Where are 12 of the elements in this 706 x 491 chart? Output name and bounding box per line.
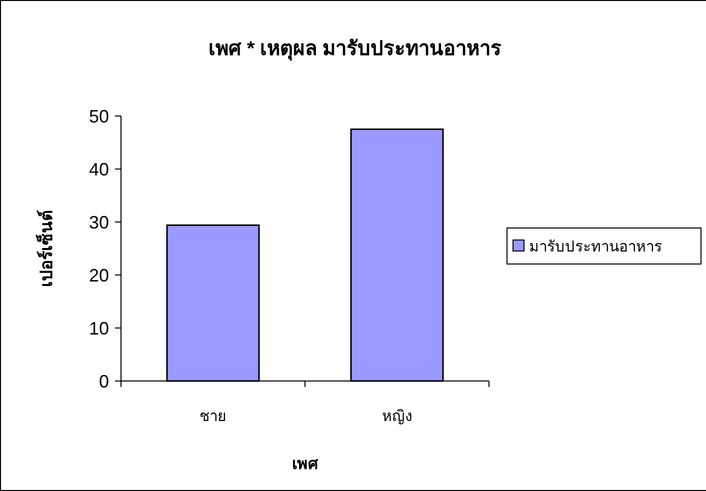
x-tick-label: ชาย xyxy=(200,408,226,425)
y-axis-title: เปอร์เซ็นต์ xyxy=(34,210,56,287)
y-tick-label: 0 xyxy=(98,371,109,392)
y-tick-label: 30 xyxy=(88,212,109,232)
y-tick-label: 40 xyxy=(88,159,109,180)
y-tick-label: 50 xyxy=(88,106,109,126)
chart-title: เพศ * เหตุผล มารับประทานอาหาร xyxy=(208,38,502,61)
y-tick-label: 20 xyxy=(88,265,109,286)
legend-label: มารับประทานอาหาร xyxy=(529,238,662,256)
x-tick-label: หญิง xyxy=(382,408,412,425)
y-tick-label: 10 xyxy=(88,318,109,338)
x-axis-title: เพศ xyxy=(292,456,319,473)
